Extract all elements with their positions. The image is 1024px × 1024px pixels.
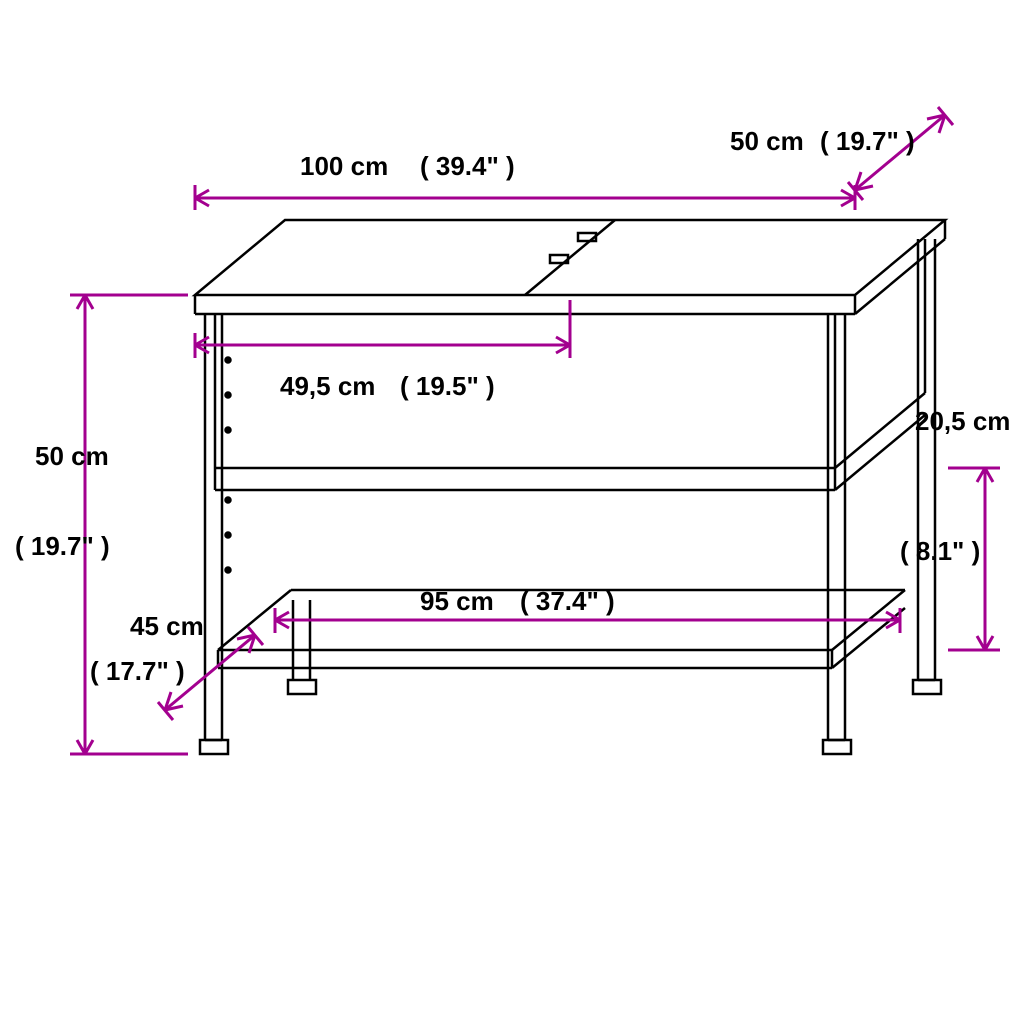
label-shelf-depth-cm: 45 cm	[130, 611, 204, 641]
label-shelf-width-in: ( 37.4" )	[520, 586, 615, 616]
label-shelf-width-cm: 95 cm	[420, 586, 494, 616]
dimension-labels: 100 cm ( 39.4" ) 50 cm ( 19.7" ) 49,5 cm…	[15, 126, 1010, 686]
label-shelf-gap-cm: 20,5 cm	[915, 406, 1010, 436]
label-half-width-cm: 49,5 cm	[280, 371, 375, 401]
label-shelf-depth-in: ( 17.7" )	[90, 656, 185, 686]
label-top-width-in: ( 39.4" )	[420, 151, 515, 181]
label-half-width-in: ( 19.5" )	[400, 371, 495, 401]
label-left-height-cm: 50 cm	[35, 441, 109, 471]
label-left-height-in: ( 19.7" )	[15, 531, 110, 561]
label-top-depth-cm: 50 cm	[730, 126, 804, 156]
label-top-depth-in: ( 19.7" )	[820, 126, 915, 156]
dimension-lines	[70, 107, 1000, 754]
label-top-width-cm: 100 cm	[300, 151, 388, 181]
label-shelf-gap-in: ( 8.1" )	[900, 536, 980, 566]
dimension-diagram: 100 cm ( 39.4" ) 50 cm ( 19.7" ) 49,5 cm…	[0, 0, 1024, 1024]
